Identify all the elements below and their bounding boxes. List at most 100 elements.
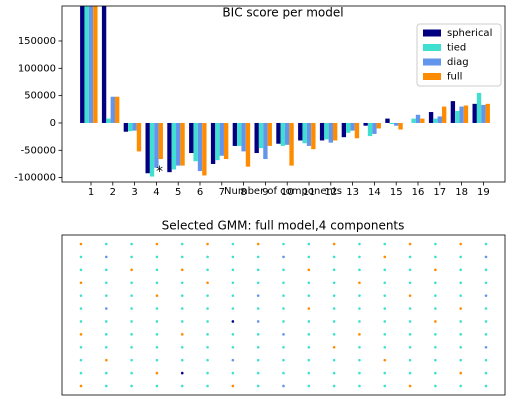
scatter-point	[79, 268, 83, 272]
x-tick-label: 7	[219, 187, 225, 198]
chart-title: BIC score per model	[222, 6, 343, 20]
scatter-point	[256, 358, 260, 362]
scatter-point	[256, 371, 260, 375]
scatter-point	[434, 294, 437, 297]
scatter-point	[155, 333, 159, 336]
bar	[132, 122, 137, 131]
scatter-point	[332, 268, 336, 272]
scatter-point	[434, 320, 437, 323]
scatter-point	[256, 255, 260, 259]
scatter-point	[358, 255, 361, 259]
bar	[476, 92, 482, 123]
bar	[363, 122, 368, 126]
scatter-point	[231, 358, 235, 362]
bar	[324, 122, 329, 140]
bar	[254, 122, 259, 154]
bar	[372, 122, 377, 134]
legend-swatch	[423, 44, 441, 51]
scatter-point	[408, 268, 412, 272]
scatter-point	[434, 371, 437, 375]
x-tick-label: 6	[197, 187, 203, 198]
bar	[481, 104, 486, 123]
scatter-point	[130, 345, 133, 349]
bar	[267, 122, 272, 146]
bar	[276, 122, 281, 144]
x-tick-label: 17	[433, 187, 446, 198]
chart-title: Selected GMM: full model,4 components	[162, 219, 405, 233]
bar	[88, 6, 94, 123]
bar	[319, 122, 325, 141]
bar	[385, 118, 390, 123]
scatter-point	[206, 307, 209, 310]
scatter-point	[434, 255, 437, 259]
scatter-point	[408, 358, 412, 362]
scatter-point	[130, 371, 133, 375]
scatter-point	[282, 358, 285, 362]
scatter-point	[459, 358, 463, 362]
scatter-point	[155, 307, 159, 310]
scatter-point	[484, 358, 488, 362]
scatter-point	[180, 268, 184, 272]
scatter-point	[332, 333, 336, 336]
annotation: *	[156, 164, 163, 180]
x-tick-label: 1	[88, 187, 94, 198]
scatter-point	[408, 333, 412, 336]
legend-label: tied	[447, 43, 466, 54]
scatter-point	[206, 320, 209, 323]
scatter-point	[307, 281, 311, 285]
scatter-point	[484, 371, 488, 375]
bar	[106, 118, 111, 123]
scatter-point	[383, 242, 387, 246]
scatter-point	[155, 255, 159, 259]
scatter-point	[307, 294, 311, 297]
scatter-point	[358, 307, 361, 310]
scatter-point	[79, 242, 83, 246]
scatter-point	[206, 255, 209, 259]
scatter-point	[383, 307, 387, 310]
bar	[280, 122, 286, 146]
scatter-point	[408, 242, 412, 246]
scatter-point	[256, 384, 260, 388]
bar	[149, 122, 155, 177]
scatter-point	[459, 242, 463, 246]
scatter-point	[408, 371, 412, 375]
x-tick-label: 4	[153, 187, 159, 198]
scatter-point	[383, 384, 387, 388]
scatter-point	[282, 242, 285, 246]
scatter-point	[383, 255, 387, 259]
scatter-point	[332, 384, 336, 388]
bar	[455, 110, 460, 123]
bar	[114, 96, 120, 123]
bar	[263, 122, 268, 160]
scatter-point	[105, 307, 108, 310]
scatter-point	[484, 268, 488, 272]
legend-box	[416, 23, 502, 87]
bar	[176, 122, 181, 166]
scatter-point	[180, 307, 184, 310]
scatter-point	[332, 307, 336, 310]
bar	[84, 6, 89, 123]
legend-swatch	[423, 29, 441, 37]
bar	[237, 122, 242, 146]
bar	[328, 122, 333, 143]
bar	[341, 122, 347, 138]
scatter-point	[180, 320, 184, 323]
bar	[158, 122, 163, 160]
scatter-point	[256, 345, 260, 349]
scatter-point	[155, 358, 159, 362]
scatter-point	[79, 294, 83, 297]
scatter-point	[231, 242, 235, 246]
scatter-point	[459, 281, 463, 285]
scatter-point	[484, 307, 488, 310]
scatter-point	[231, 268, 235, 272]
x-tick-label: 3	[131, 187, 137, 198]
axes-frame	[61, 234, 506, 396]
scatter-point	[105, 358, 108, 362]
scatter-point	[256, 242, 260, 246]
scatter-point	[155, 242, 159, 246]
bar	[346, 122, 351, 133]
bar	[311, 122, 316, 150]
scatter-point	[484, 320, 488, 323]
scatter-point	[358, 242, 361, 246]
scatter-point	[180, 345, 184, 349]
